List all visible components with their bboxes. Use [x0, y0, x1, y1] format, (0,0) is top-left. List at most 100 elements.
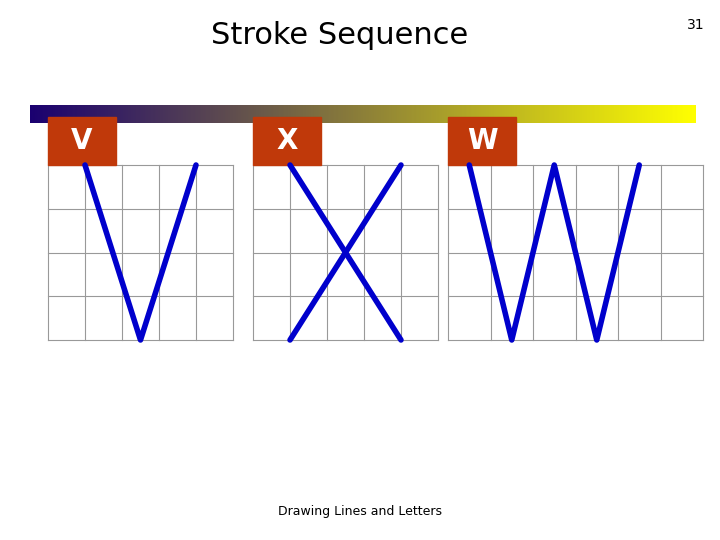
- Bar: [339, 105, 341, 123]
- Bar: [236, 105, 238, 123]
- Bar: [574, 105, 576, 123]
- Bar: [379, 105, 382, 123]
- Bar: [377, 105, 379, 123]
- Bar: [246, 105, 248, 123]
- Bar: [45, 105, 47, 123]
- Bar: [112, 105, 114, 123]
- Bar: [598, 105, 600, 123]
- Bar: [63, 105, 66, 123]
- Bar: [502, 105, 504, 123]
- Bar: [148, 105, 150, 123]
- Text: W: W: [467, 127, 498, 155]
- Bar: [208, 105, 210, 123]
- Bar: [678, 105, 680, 123]
- Bar: [197, 105, 199, 123]
- Bar: [223, 105, 225, 123]
- Bar: [492, 105, 495, 123]
- Bar: [620, 105, 622, 123]
- Bar: [218, 105, 220, 123]
- Bar: [410, 105, 413, 123]
- Bar: [113, 105, 115, 123]
- Bar: [452, 105, 454, 123]
- Bar: [662, 105, 664, 123]
- Bar: [249, 105, 251, 123]
- Bar: [253, 105, 255, 123]
- Bar: [88, 105, 90, 123]
- Bar: [176, 105, 179, 123]
- Bar: [442, 105, 444, 123]
- Bar: [163, 105, 165, 123]
- Bar: [559, 105, 561, 123]
- Bar: [323, 105, 325, 123]
- Bar: [341, 105, 343, 123]
- Bar: [386, 105, 388, 123]
- Bar: [43, 105, 45, 123]
- Bar: [441, 105, 443, 123]
- Bar: [273, 105, 275, 123]
- Bar: [564, 105, 566, 123]
- Bar: [278, 105, 280, 123]
- Bar: [165, 105, 167, 123]
- Bar: [554, 105, 556, 123]
- Bar: [166, 105, 168, 123]
- Bar: [47, 105, 49, 123]
- Bar: [687, 105, 689, 123]
- Bar: [429, 105, 431, 123]
- Bar: [281, 105, 283, 123]
- Bar: [168, 105, 170, 123]
- Bar: [675, 105, 678, 123]
- Bar: [48, 117, 116, 165]
- Bar: [155, 105, 157, 123]
- Bar: [635, 105, 637, 123]
- Bar: [485, 105, 487, 123]
- Bar: [658, 105, 660, 123]
- Bar: [649, 105, 651, 123]
- Bar: [181, 105, 184, 123]
- Bar: [673, 105, 675, 123]
- Bar: [688, 105, 690, 123]
- Bar: [367, 105, 369, 123]
- Bar: [560, 105, 562, 123]
- Bar: [531, 105, 533, 123]
- Bar: [545, 105, 547, 123]
- Bar: [359, 105, 361, 123]
- Text: 31: 31: [688, 18, 705, 32]
- Bar: [419, 105, 421, 123]
- Bar: [490, 105, 492, 123]
- Bar: [660, 105, 662, 123]
- Bar: [32, 105, 34, 123]
- Bar: [510, 105, 513, 123]
- Bar: [549, 105, 551, 123]
- Bar: [644, 105, 646, 123]
- Bar: [625, 105, 627, 123]
- Bar: [264, 105, 266, 123]
- Bar: [84, 105, 86, 123]
- Bar: [639, 105, 641, 123]
- Bar: [585, 105, 588, 123]
- Bar: [248, 105, 250, 123]
- Bar: [117, 105, 119, 123]
- Bar: [371, 105, 373, 123]
- Bar: [233, 105, 235, 123]
- Bar: [81, 105, 84, 123]
- Bar: [305, 105, 307, 123]
- Bar: [93, 105, 95, 123]
- Bar: [567, 105, 569, 123]
- Bar: [354, 105, 356, 123]
- Bar: [109, 105, 112, 123]
- Bar: [86, 105, 89, 123]
- Bar: [220, 105, 222, 123]
- Bar: [343, 105, 345, 123]
- Bar: [399, 105, 401, 123]
- Bar: [420, 105, 423, 123]
- Bar: [132, 105, 134, 123]
- Bar: [562, 105, 564, 123]
- Bar: [670, 105, 672, 123]
- Bar: [76, 105, 78, 123]
- Bar: [213, 105, 215, 123]
- Bar: [624, 105, 626, 123]
- Bar: [387, 105, 390, 123]
- Bar: [392, 105, 395, 123]
- Bar: [349, 105, 351, 123]
- Bar: [580, 105, 582, 123]
